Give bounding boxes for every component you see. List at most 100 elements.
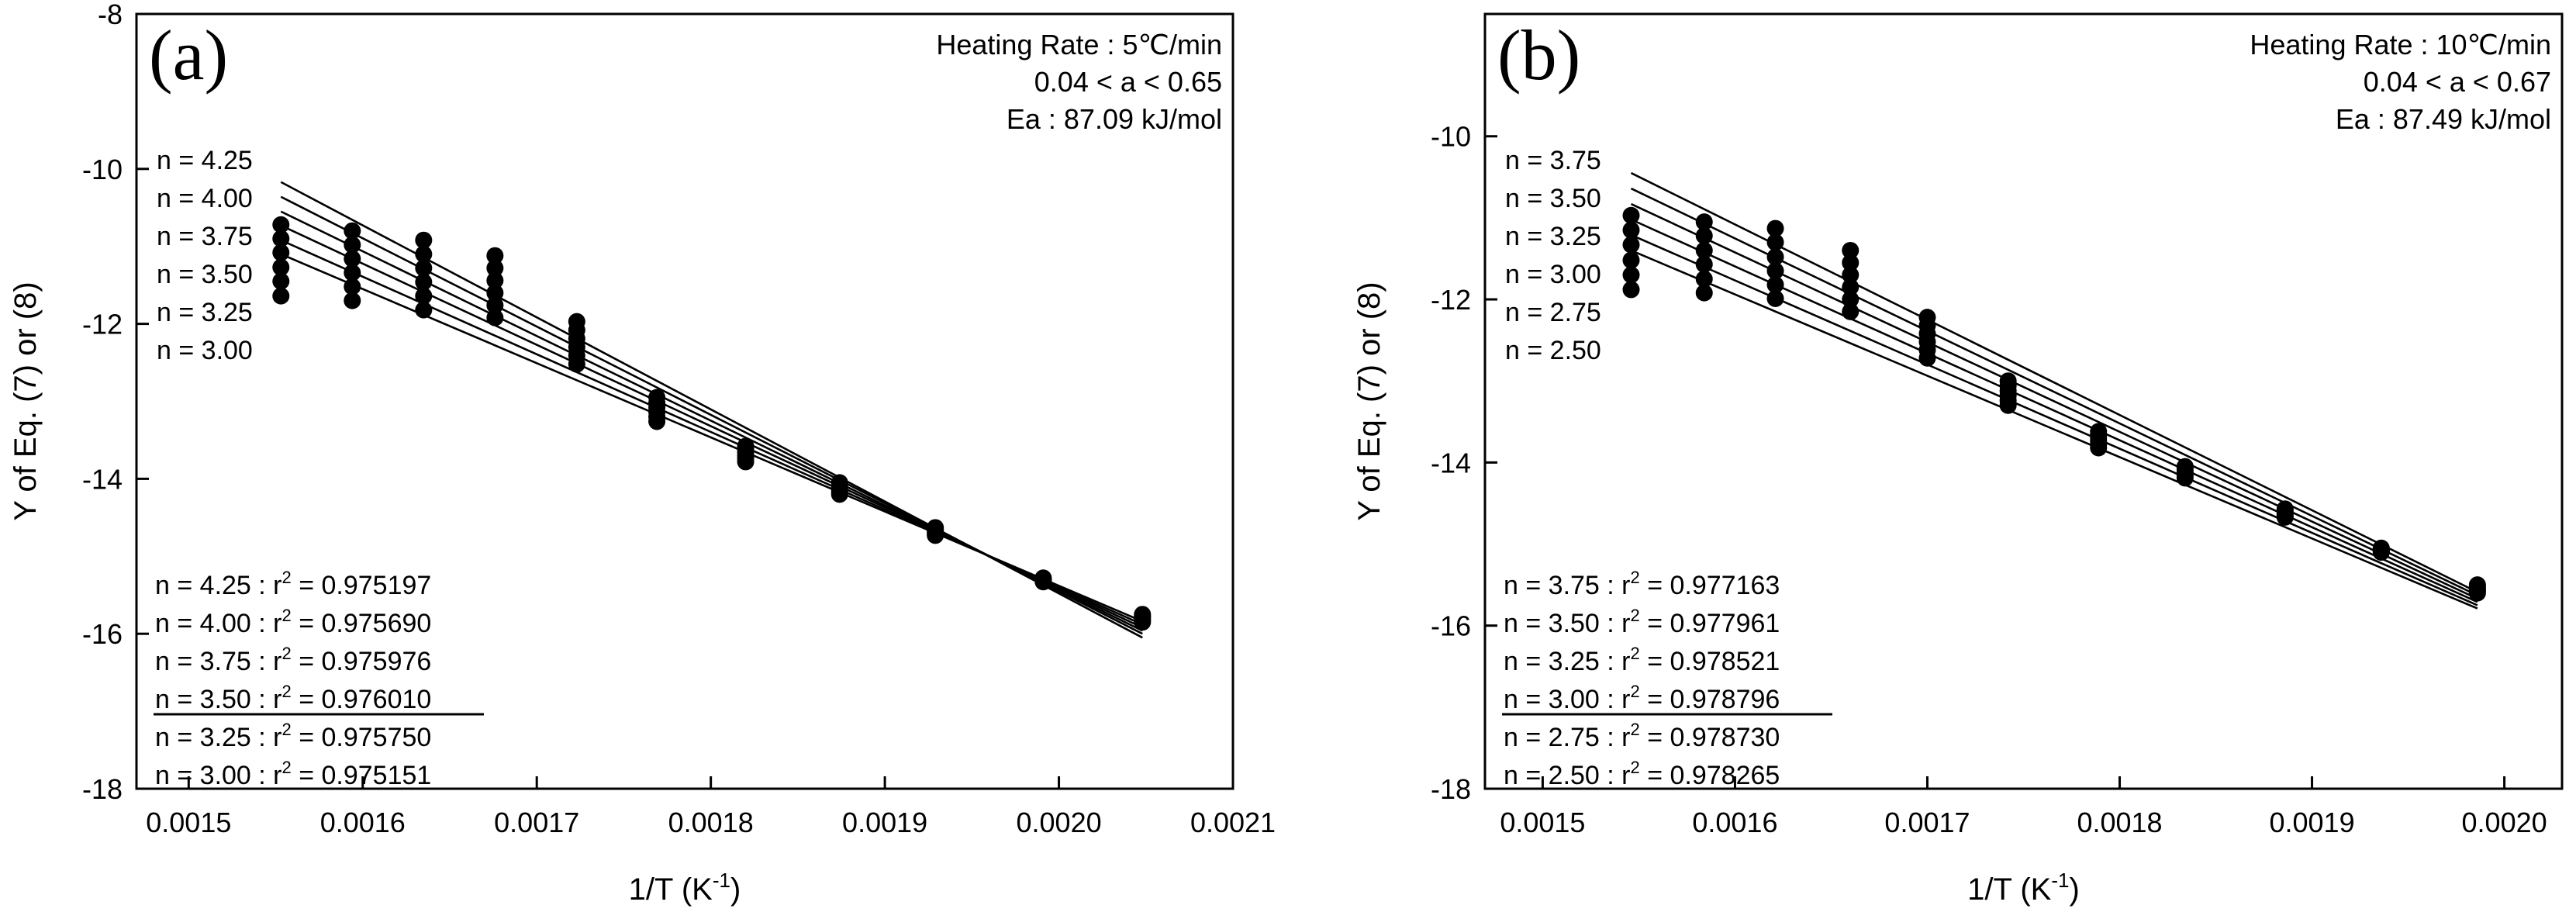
fit-statistic-item: n = 2.75 : r2 = 0.978730 [1504, 720, 1780, 752]
data-point [1695, 270, 1713, 288]
y-tick-label: -14 [82, 463, 123, 495]
n-legend-item: n = 3.75 [157, 222, 253, 251]
data-point [272, 244, 290, 261]
data-point [486, 309, 504, 326]
data-point [415, 273, 433, 291]
y-tick-label: -10 [1431, 121, 1471, 153]
data-point [486, 284, 504, 302]
data-point [568, 355, 585, 373]
data-point [2468, 584, 2486, 602]
data-point [344, 222, 361, 240]
data-point [1695, 213, 1713, 231]
data-point [1622, 266, 1640, 284]
y-axis-label: Y of Eq. (7) or (8) [1352, 282, 1386, 520]
panel-label: (b) [1497, 16, 1580, 95]
data-point [344, 264, 361, 282]
data-point [1842, 302, 1859, 320]
data-point [272, 272, 290, 290]
data-point [415, 287, 433, 305]
n-legend: n = 4.25 n = 4.00 n = 3.75 n = 3.50 n = 3.25… [157, 146, 253, 365]
x-tick-label: 0.0019 [842, 807, 927, 838]
fit-line [1631, 249, 2478, 610]
plot-frame [135, 12, 1234, 790]
fit-statistic-item: n = 3.75 : r2 = 0.975976 [155, 644, 431, 676]
fit-line [1630, 218, 2478, 603]
data-point [1622, 206, 1640, 224]
data-point [1622, 221, 1640, 239]
data-point [2176, 469, 2194, 487]
data-point [415, 301, 433, 319]
fit-statistic-item: n = 3.00 : r2 = 0.978796 [1504, 682, 1780, 714]
n-legend-item: n = 2.75 [1505, 298, 1601, 327]
info-heating-rate: Heating Rate : 5℃/min [936, 29, 1222, 60]
data-point [486, 247, 504, 264]
y-tick-label: -16 [1431, 610, 1471, 642]
data-point [1999, 396, 2017, 414]
x-tick-label: 0.0017 [494, 807, 579, 838]
data-point [1622, 251, 1640, 269]
n-legend-item: n = 3.50 [1505, 184, 1601, 213]
fit-statistic-item: n = 3.25 : r2 = 0.978521 [1504, 644, 1780, 676]
fit-statistic-item: n = 3.75 : r2 = 0.977163 [1504, 568, 1780, 600]
data-point [272, 287, 290, 305]
y-tick-label: -10 [82, 154, 123, 185]
x-axis: 0.0015 0.0016 0.0017 0.0018 0.0019 0.0020 [1500, 776, 2547, 838]
data-point [830, 485, 848, 503]
fit-statistic-item: n = 3.50 : r2 = 0.977961 [1504, 606, 1780, 638]
data-point [1622, 281, 1640, 299]
x-tick-label: 0.0015 [146, 807, 231, 838]
data-point [344, 250, 361, 268]
y-tick-label: -12 [82, 309, 123, 340]
data-point [1842, 291, 1859, 309]
data-point [272, 258, 290, 276]
data-point [1622, 236, 1640, 254]
n-legend-item: n = 3.50 [157, 260, 253, 289]
y-axis-label: Y of Eq. (7) or (8) [9, 282, 43, 520]
n-legend: n = 3.75 n = 3.50 n = 3.25 n = 3.00 n = 2.75… [1505, 146, 1601, 365]
fit-line [1630, 202, 2478, 600]
data-point [927, 527, 944, 544]
y-tick-label: -16 [82, 618, 123, 650]
data-point [272, 230, 290, 247]
data-point [1695, 227, 1713, 245]
n-legend-item: n = 3.00 [157, 336, 253, 365]
fit-statistics-list: n = 3.75 : r2 = 0.977163 n = 3.50 : r2 = … [1502, 568, 1832, 790]
info-conversion-range: 0.04 < a < 0.65 [1034, 66, 1222, 98]
fit-statistics-list: n = 4.25 : r2 = 0.975197 n = 4.00 : r2 = … [154, 568, 484, 790]
fit-line [1630, 171, 2478, 593]
x-tick-label: 0.0019 [2269, 807, 2354, 838]
y-axis: -18 -16 -14 -12 -10 [1431, 121, 1497, 805]
data-point [1034, 573, 1052, 591]
data-markers [1622, 206, 2486, 602]
data-point [415, 231, 433, 249]
x-tick-label: 0.0016 [1692, 807, 1777, 838]
data-point [1695, 241, 1713, 259]
data-point [344, 292, 361, 309]
x-tick-label: 0.0020 [2462, 807, 2547, 838]
info-activation-energy: Ea : 87.09 kJ/mol [1007, 103, 1222, 135]
n-legend-item: n = 4.25 [157, 146, 253, 175]
info-block: Heating Rate : 5℃/min 0.04 < a < 0.65 Ea… [936, 29, 1222, 135]
x-axis-label: 1/T (K-1) [1967, 869, 2080, 907]
x-tick-label: 0.0016 [320, 807, 406, 838]
y-tick-label: -18 [1431, 773, 1471, 805]
chart-panel-b: -18 -16 -14 -12 -10 0.0015 0.0016 0.0017 0.0018… [1352, 12, 2564, 907]
data-point [1842, 266, 1859, 284]
fit-statistic-item: n = 3.00 : r2 = 0.975151 [155, 758, 431, 790]
fit-line [280, 253, 1143, 623]
x-tick-label: 0.0020 [1017, 807, 1102, 838]
x-tick-label: 0.0018 [2077, 807, 2162, 838]
y-tick-label: -12 [1431, 284, 1471, 316]
fit-statistic-item: n = 4.00 : r2 = 0.975690 [155, 606, 431, 638]
data-point [1766, 233, 1784, 251]
n-legend-item: n = 3.75 [1505, 146, 1601, 175]
data-point [2090, 439, 2108, 457]
fit-statistic-item: n = 3.50 : r2 = 0.976010 [155, 682, 431, 714]
data-point [415, 245, 433, 263]
data-point [344, 278, 361, 295]
x-tick-label: 0.0015 [1500, 807, 1585, 838]
data-markers [272, 216, 1152, 631]
data-point [272, 216, 290, 233]
data-point [486, 271, 504, 289]
